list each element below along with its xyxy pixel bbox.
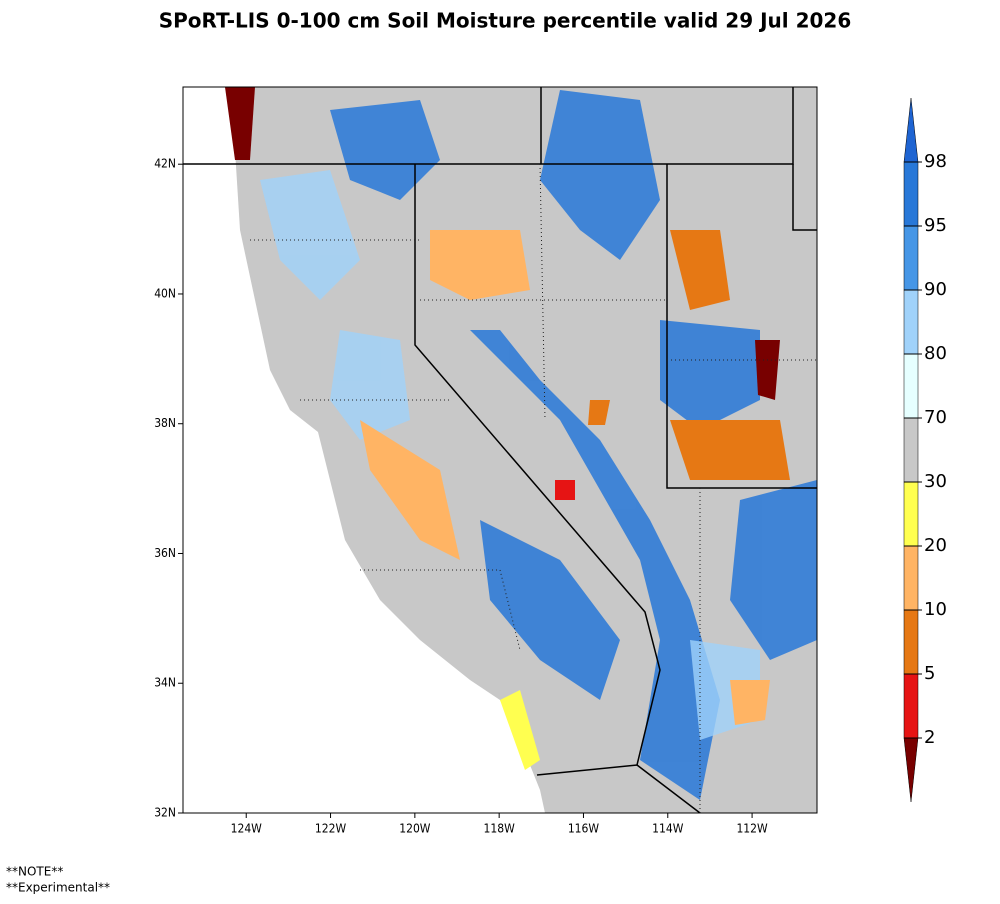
colorbar-segment <box>903 481 919 547</box>
colorbar-segment <box>903 97 919 163</box>
colorbar-segment <box>903 673 919 739</box>
colorbar-segment <box>903 609 919 675</box>
lat-tick-label: 34N <box>154 676 176 690</box>
dry-areas <box>225 87 790 770</box>
colorbar-label: 30 <box>924 471 947 492</box>
lat-tick-label: 38N <box>154 416 176 430</box>
colorbar-label: 5 <box>924 663 935 684</box>
lon-tick-label: 116W <box>568 822 600 836</box>
colorbar-label: 98 <box>924 151 947 172</box>
colorbar-label: 80 <box>924 343 947 364</box>
colorbar-segment <box>903 289 919 355</box>
colorbar-label: 20 <box>924 535 947 556</box>
colorbar-label: 90 <box>924 279 947 300</box>
map-field <box>183 87 817 813</box>
colorbar-segment <box>903 737 919 803</box>
lon-tick-label: 112W <box>736 822 768 836</box>
lon-tick-label: 118W <box>484 822 516 836</box>
axis-ticks: 32N 34N 36N 38N 40N 42N 124W 122W 120W 118W 116W 11… <box>154 157 768 836</box>
lon-tick-label: 122W <box>315 822 347 836</box>
lat-tick-label: 36N <box>154 546 176 560</box>
colorbar-segment <box>903 353 919 419</box>
lat-tick-label: 42N <box>154 157 176 171</box>
colorbar-label: 95 <box>924 215 947 236</box>
light-wet-areas <box>260 170 760 740</box>
lon-tick-label: 124W <box>231 822 263 836</box>
colorbar: 2 5 10 20 30 70 80 90 95 98 <box>903 97 947 803</box>
lon-tick-label: 120W <box>399 822 431 836</box>
colorbar-segment <box>903 225 919 291</box>
lon-tick-label: 114W <box>652 822 684 836</box>
lat-tick-label: 40N <box>154 286 176 300</box>
note: **Experimental** <box>6 881 110 895</box>
county-lines <box>250 163 817 813</box>
map-frame <box>182 86 818 814</box>
lat-tick-label: 32N <box>154 806 176 820</box>
state-borders <box>183 87 817 813</box>
colorbar-label: 10 <box>924 599 947 620</box>
colorbar-segment <box>903 417 919 483</box>
colorbar-segment <box>903 161 919 227</box>
colorbar-label: 2 <box>924 727 935 748</box>
map-title: SPoRT-LIS 0-100 cm Soil Moisture percent… <box>159 9 852 33</box>
note: **NOTE** <box>6 865 63 879</box>
colorbar-segment <box>903 545 919 611</box>
colorbar-label: 70 <box>924 407 947 428</box>
